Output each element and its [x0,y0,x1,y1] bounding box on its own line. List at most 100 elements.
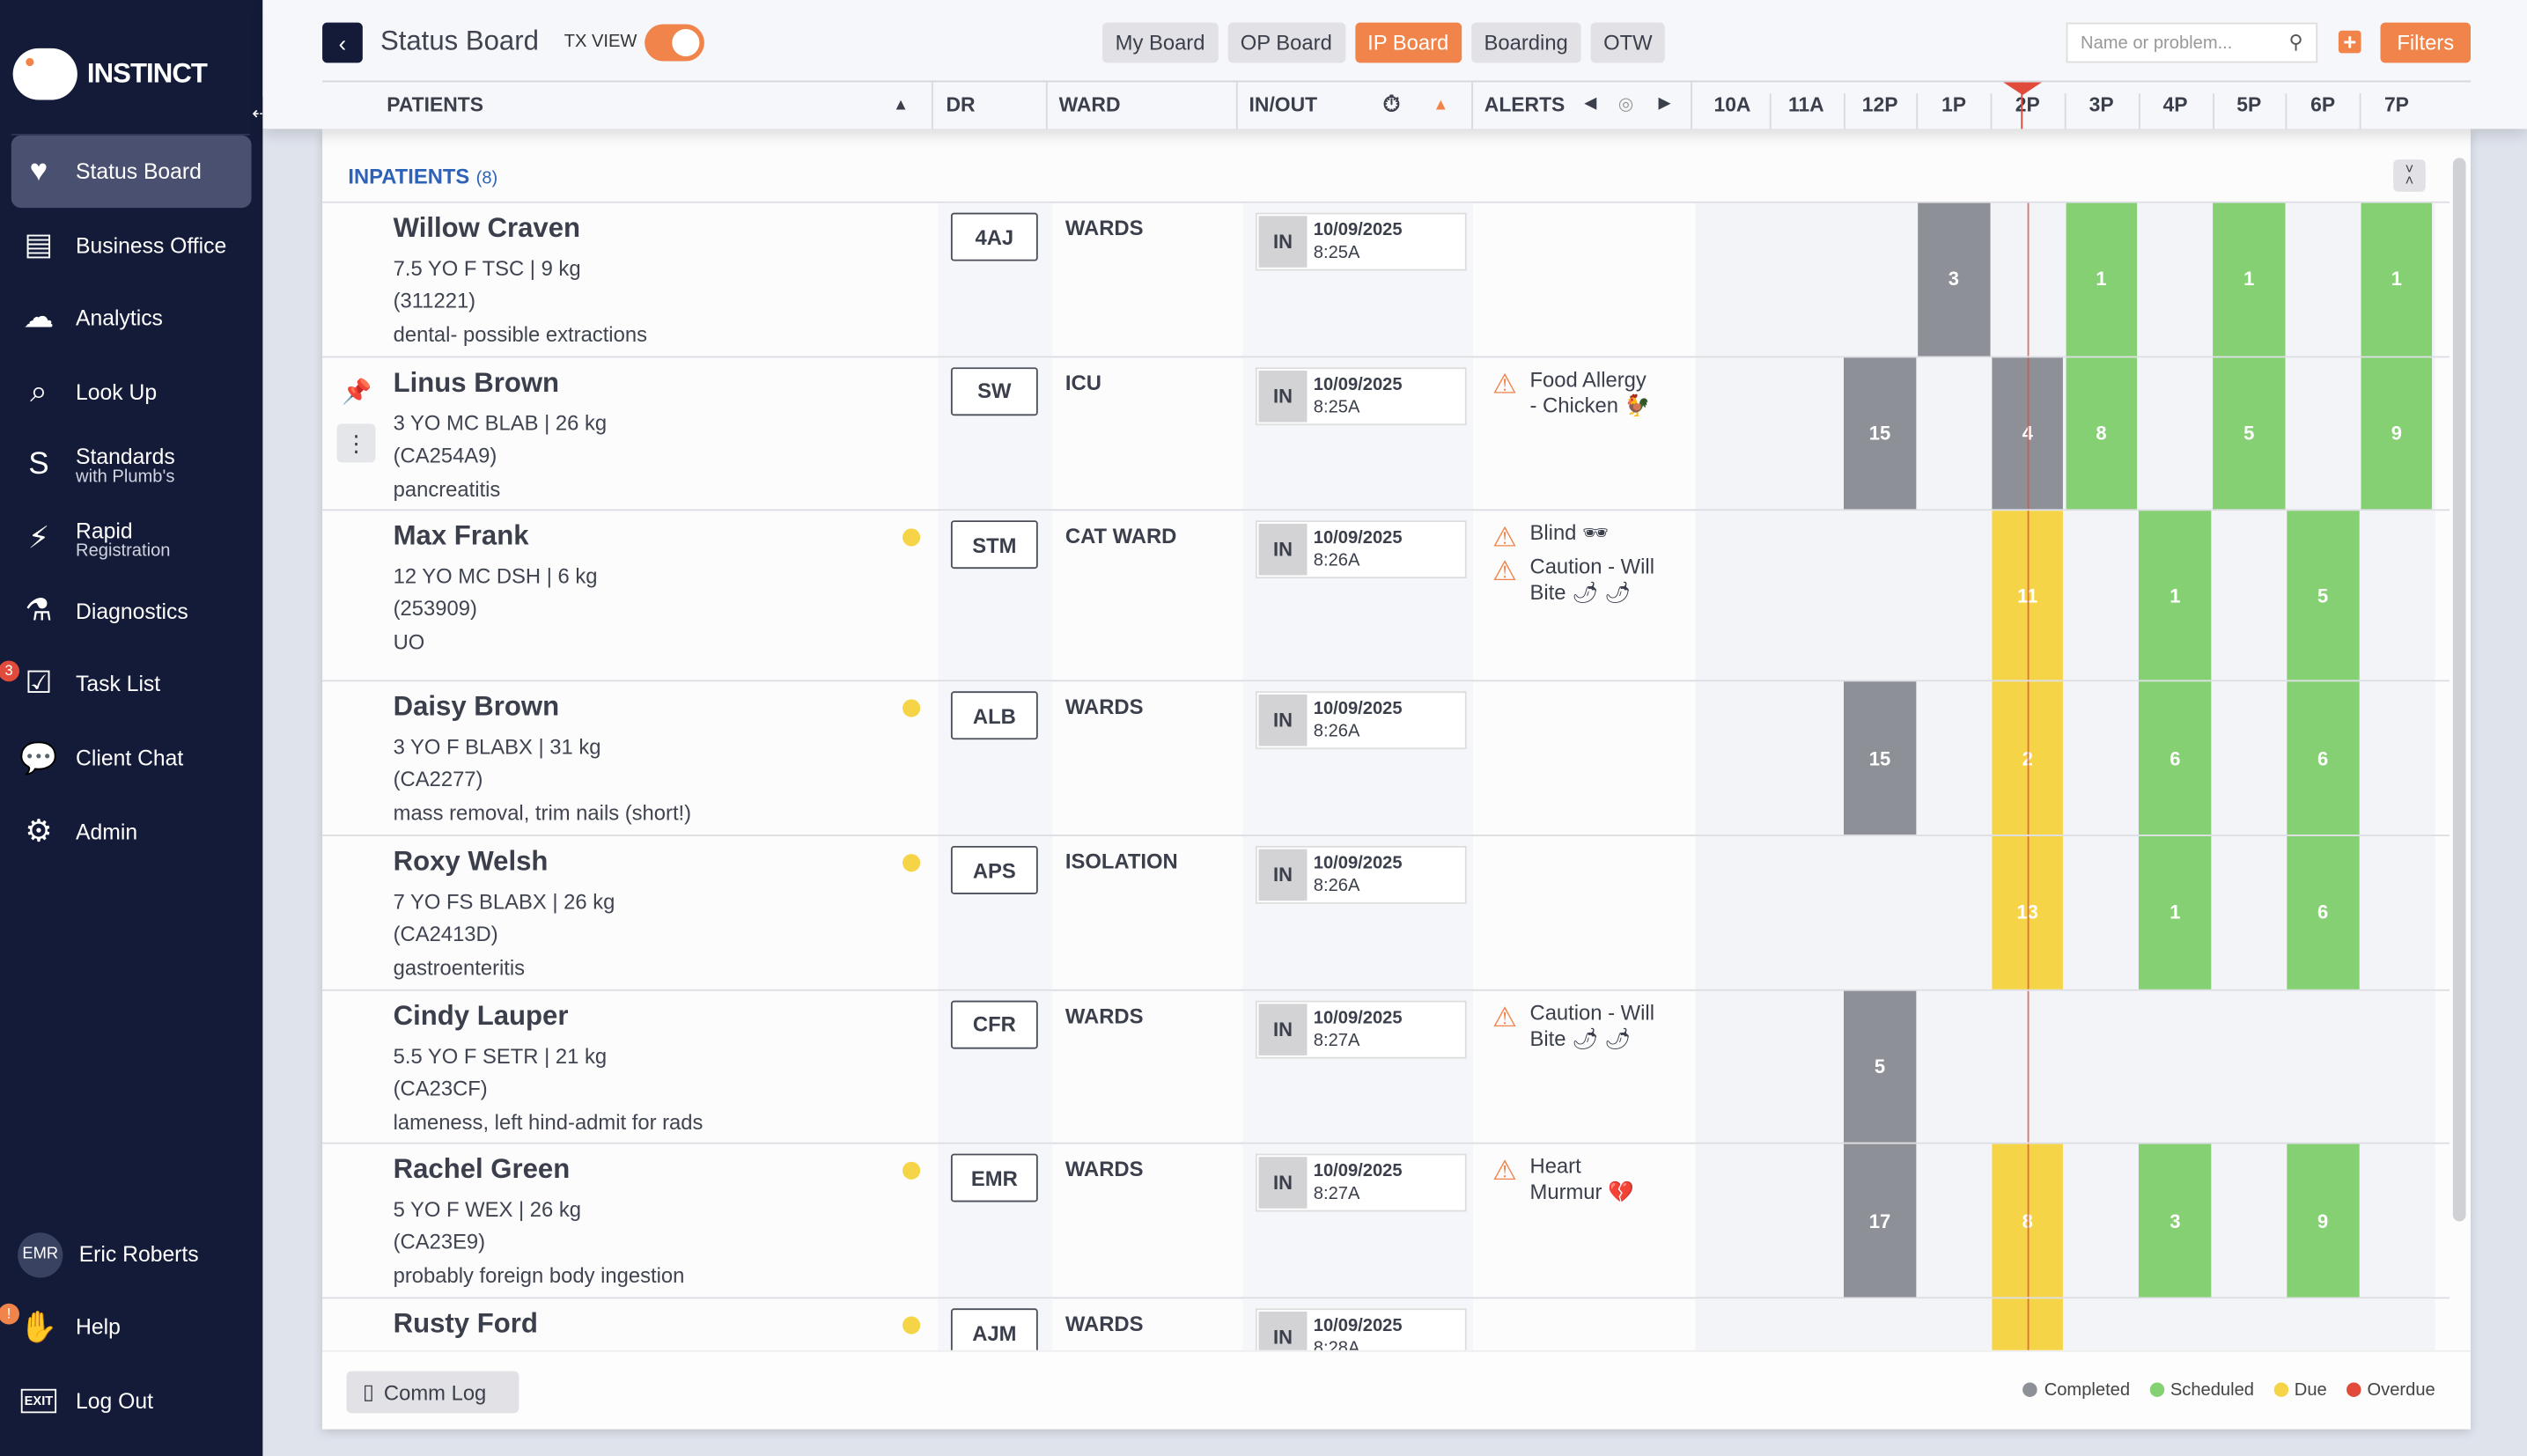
treatment-cell-scheduled[interactable]: 1 [2139,836,2212,989]
more-options-button[interactable]: ⋮ [336,423,376,462]
treatment-cell-scheduled[interactable]: 5 [2287,511,2359,681]
doctor-badge[interactable]: 4AJ [950,212,1038,261]
patient-row[interactable]: Cindy Lauper 5.5 YO F SETR | 21 kg (CA23CF… [322,989,2450,1143]
patient-name[interactable]: Cindy Lauper [393,1000,569,1031]
tab-ip-board[interactable]: IP Board [1354,22,1462,63]
sidebar-item-task-list[interactable]: ☑ 3 Task List [0,648,252,720]
treatment-cell-scheduled[interactable]: 8 [2065,357,2138,511]
sidebar-item-client-chat[interactable]: 💬 Client Chat [11,722,252,794]
scrollbar[interactable] [2452,158,2466,1222]
patient-name[interactable]: Willow Craven [393,212,581,244]
presenting-problem: gastroenteritis [393,955,526,980]
column-alerts[interactable]: ALERTS [1484,93,1566,116]
treatment-cell-scheduled[interactable]: 9 [2287,1144,2359,1298]
sidebar-item-rapid[interactable]: ⚡ Rapid Registration [11,503,252,575]
column-ward[interactable]: WARD [1058,93,1121,116]
patient-name[interactable]: Roxy Welsh [393,846,549,877]
tab-boarding[interactable]: Boarding [1470,22,1581,63]
patient-row[interactable]: Max Frank 12 YO MC DSH | 6 kg (253909) UO ST… [322,510,2450,681]
sidebar-item-look-up[interactable]: ⌕ Look Up [11,357,252,429]
now-time-icon[interactable]: ◎ [1617,94,1634,114]
column-dr[interactable]: DR [946,93,976,116]
doctor-badge[interactable]: ALB [950,691,1038,740]
sidebar-item-status-board[interactable]: ♥ Status Board [11,135,252,209]
inout-status[interactable]: IN 10/09/2025 8:27A [1255,1000,1467,1059]
patient-row[interactable]: Willow Craven 7.5 YO F TSC | 9 kg (311221)… [322,201,2450,356]
treatment-cell-scheduled[interactable]: 6 [2287,836,2359,989]
prev-time-icon[interactable]: ◀ [1584,94,1597,114]
treatment-cell-scheduled[interactable]: 1 [2065,202,2138,356]
tab-my-board[interactable]: My Board [1101,22,1219,63]
alert[interactable]: ⚠ Heart Murmur 💔 [1492,1154,1702,1206]
doctor-badge[interactable]: EMR [950,1154,1038,1203]
back-button[interactable]: ‹ [322,22,363,63]
help-button[interactable]: ✋! Help [0,1291,252,1363]
treatment-cell-scheduled[interactable]: 1 [2213,202,2285,356]
pin-icon[interactable]: 📌 [342,378,372,406]
tx-view-toggle[interactable] [645,24,704,62]
treatment-cell-scheduled[interactable]: 1 [2361,202,2433,356]
patient-row[interactable]: Roxy Welsh 7 YO FS BLABX | 26 kg (CA2413D)… [322,835,2450,989]
treatment-cell-scheduled[interactable]: 5 [2213,357,2285,511]
sidebar-item-diagnostics[interactable]: ⚗ Diagnostics [11,575,252,647]
sort-asc-icon[interactable]: ▲ [1433,96,1449,114]
treatment-cell-completed[interactable]: 5 [1844,990,1916,1143]
add-button[interactable]: + [2338,29,2361,55]
alert[interactable]: ⚠ Blind 🕶 [1492,521,1702,556]
treatment-cell-scheduled[interactable]: 6 [2139,681,2212,835]
doctor-badge[interactable]: STM [950,520,1038,570]
alert[interactable]: ⚠ Food Allergy - Chicken 🐓 [1492,367,1702,419]
legend-label: Overdue [2367,1380,2435,1401]
treatment-cell-scheduled[interactable]: 1 [2139,511,2212,681]
patient-row[interactable]: Rusty Ford AJM WARDS IN 10/09/2025 8:28A [322,1297,2450,1350]
inout-status[interactable]: IN 10/09/2025 8:28A [1255,1308,1467,1350]
search-input[interactable]: Name or problem... ⚲ [2066,22,2318,63]
doctor-badge[interactable]: SW [950,366,1038,415]
inout-status[interactable]: IN 10/09/2025 8:26A [1255,520,1467,579]
treatment-cell-scheduled[interactable]: 6 [2287,681,2359,835]
inout-status[interactable]: IN 10/09/2025 8:27A [1255,1154,1467,1213]
patient-name[interactable]: Linus Brown [393,366,560,398]
inout-status[interactable]: IN 10/09/2025 8:25A [1255,366,1467,425]
sidebar-item-standards[interactable]: S Standards with Plumb's [11,429,252,501]
doctor-badge[interactable]: AJM [950,1308,1038,1350]
treatment-cell-scheduled[interactable]: 3 [2139,1144,2212,1298]
patient-row[interactable]: Daisy Brown 3 YO F BLABX | 31 kg (CA2277) m… [322,680,2450,835]
inout-status[interactable]: IN 10/09/2025 8:26A [1255,691,1467,750]
sort-asc-icon[interactable]: ▲ [893,96,910,114]
next-time-icon[interactable]: ▶ [1658,94,1671,114]
tab-op-board[interactable]: OP Board [1227,22,1345,63]
sidebar-item-analytics[interactable]: ☁ Analytics [11,282,252,354]
doctor-badge[interactable]: CFR [950,1000,1038,1049]
sidebar-item-admin[interactable]: ⚙ Admin [11,796,252,868]
comm-log-button[interactable]: ▯ Comm Log [346,1371,519,1414]
alert[interactable]: ⚠ Caution - Will Bite 🌶 🌶 [1492,555,1702,607]
section-header-inpatients[interactable]: INPATIENTS (8) [348,165,497,188]
column-patients[interactable]: PATIENTS [387,93,484,116]
sidebar-item-business-office[interactable]: ▤ Business Office [11,210,252,282]
logout-button[interactable]: EXIT Log Out [11,1364,252,1437]
sidebar-item-text: Rapid [76,518,133,542]
alert[interactable]: ⚠ Caution - Will Bite 🌶 🌶 [1492,1000,1702,1052]
timer-icon[interactable]: ⏱ [1382,90,1401,116]
treatment-cell-completed[interactable]: 3 [1918,202,1990,356]
column-inout[interactable]: IN/OUT [1249,93,1318,116]
inout-status[interactable]: IN 10/09/2025 8:25A [1255,212,1467,271]
inout-status[interactable]: IN 10/09/2025 8:26A [1255,846,1467,904]
treatment-cell-completed[interactable]: 15 [1844,357,1916,511]
patient-row[interactable]: Rachel Green 5 YO F WEX | 26 kg (CA23E9) pr… [322,1143,2450,1298]
doctor-badge[interactable]: APS [950,846,1038,894]
patient-name[interactable]: Rachel Green [393,1154,571,1186]
treatment-cell-scheduled[interactable]: 9 [2361,357,2433,511]
filters-button[interactable]: Filters [2380,22,2472,63]
treatment-cell-completed[interactable]: 15 [1844,681,1916,835]
treatment-cell-completed[interactable]: 17 [1844,1144,1916,1298]
search-icon: ⌕ [18,371,60,414]
patient-row[interactable]: 📌 ⋮ Linus Brown 3 YO MC BLAB | 26 kg (CA254A… [322,355,2450,511]
user-profile[interactable]: EMR Eric Roberts [11,1218,252,1291]
patient-name[interactable]: Daisy Brown [393,691,560,723]
collapse-all-button[interactable]: ˅ ˄ [2393,159,2426,192]
tab-otw[interactable]: OTW [1590,22,1666,63]
patient-name[interactable]: Max Frank [393,520,529,552]
patient-name[interactable]: Rusty Ford [393,1308,538,1340]
